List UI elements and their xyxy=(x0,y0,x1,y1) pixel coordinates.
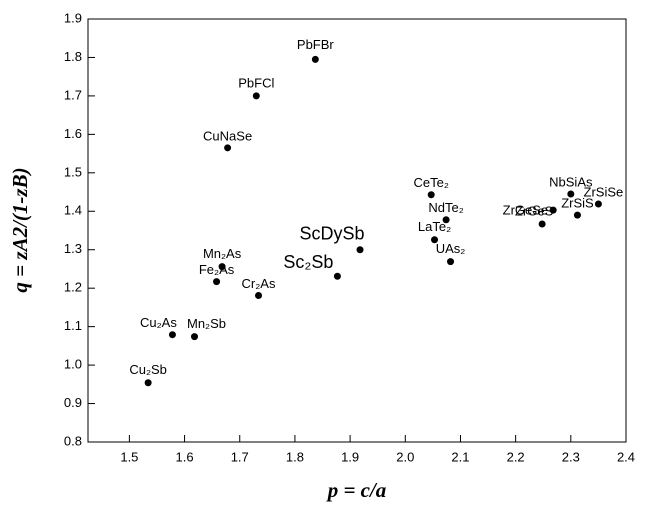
point xyxy=(538,220,546,228)
y-tick-label: 1.9 xyxy=(64,10,82,25)
point xyxy=(442,216,450,224)
point xyxy=(549,206,557,214)
y-tick-label: 1.3 xyxy=(64,241,82,256)
y-tick-label: 1.2 xyxy=(64,280,82,295)
point xyxy=(333,272,341,280)
point xyxy=(168,331,176,339)
point-label: CuNaSe xyxy=(203,128,252,143)
point xyxy=(255,291,263,299)
y-tick-label: 1.4 xyxy=(64,203,82,218)
point-label: Cr₂As xyxy=(242,276,276,291)
y-tick-label: 1.1 xyxy=(64,318,82,333)
point-label: Cu₂As xyxy=(140,315,177,330)
point-label: PbFCl xyxy=(238,75,274,90)
point-label: CeTe₂ xyxy=(414,175,449,190)
point-label: Fe₂As xyxy=(199,262,235,277)
point-label: Mn₂As xyxy=(203,246,242,261)
y-tick-label: 1.0 xyxy=(64,357,82,372)
x-tick-label: 2.3 xyxy=(562,449,580,464)
x-tick-label: 1.5 xyxy=(120,449,138,464)
x-tick-label: 2.4 xyxy=(617,449,635,464)
point xyxy=(213,278,221,286)
point-label: ZrGeSe xyxy=(503,203,549,218)
point xyxy=(224,144,232,152)
point-label: LaTe₂ xyxy=(418,219,451,234)
point xyxy=(573,211,581,219)
point xyxy=(252,92,260,100)
y-tick-label: 1.8 xyxy=(64,49,82,64)
x-tick-label: 1.8 xyxy=(286,449,304,464)
point xyxy=(567,190,575,198)
x-tick-label: 1.6 xyxy=(176,449,194,464)
x-tick-label: 1.7 xyxy=(231,449,249,464)
x-tick-label: 1.9 xyxy=(341,449,359,464)
point-label: Cu₂Sb xyxy=(129,362,167,377)
point-label: ZrGeS xyxy=(515,203,554,218)
x-axis-label: p = c/a xyxy=(326,478,387,502)
y-tick-label: 1.6 xyxy=(64,126,82,141)
point-label: Mn₂Sb xyxy=(187,316,226,331)
point-label: UAs₂ xyxy=(436,241,466,256)
point-label: NdTe₂ xyxy=(428,200,463,215)
point xyxy=(144,379,152,387)
point xyxy=(447,258,455,266)
y-tick-label: 1.7 xyxy=(64,87,82,102)
x-tick-label: 2.2 xyxy=(507,449,525,464)
y-tick-label: 0.8 xyxy=(64,433,82,448)
x-tick-label: 2.0 xyxy=(396,449,414,464)
plot-frame xyxy=(87,18,627,443)
point-label: Sc₂Sb xyxy=(283,252,333,272)
point-label: ZrSiS xyxy=(561,196,594,211)
point xyxy=(218,263,226,271)
point xyxy=(427,191,435,199)
point xyxy=(356,246,364,254)
x-tick-label: 2.1 xyxy=(451,449,469,464)
point-label: ScDySb xyxy=(300,223,365,243)
point xyxy=(311,55,319,63)
point-label: PbFBr xyxy=(297,37,335,52)
point xyxy=(431,236,439,244)
y-tick-label: 1.5 xyxy=(64,164,82,179)
point xyxy=(190,333,198,341)
y-axis-label: q = zA2/(1-zB) xyxy=(8,167,32,292)
point xyxy=(594,200,602,208)
point-label: NbSiAs xyxy=(549,174,593,189)
point-label: ZrSiSe xyxy=(584,184,624,199)
y-tick-label: 0.9 xyxy=(64,395,82,410)
